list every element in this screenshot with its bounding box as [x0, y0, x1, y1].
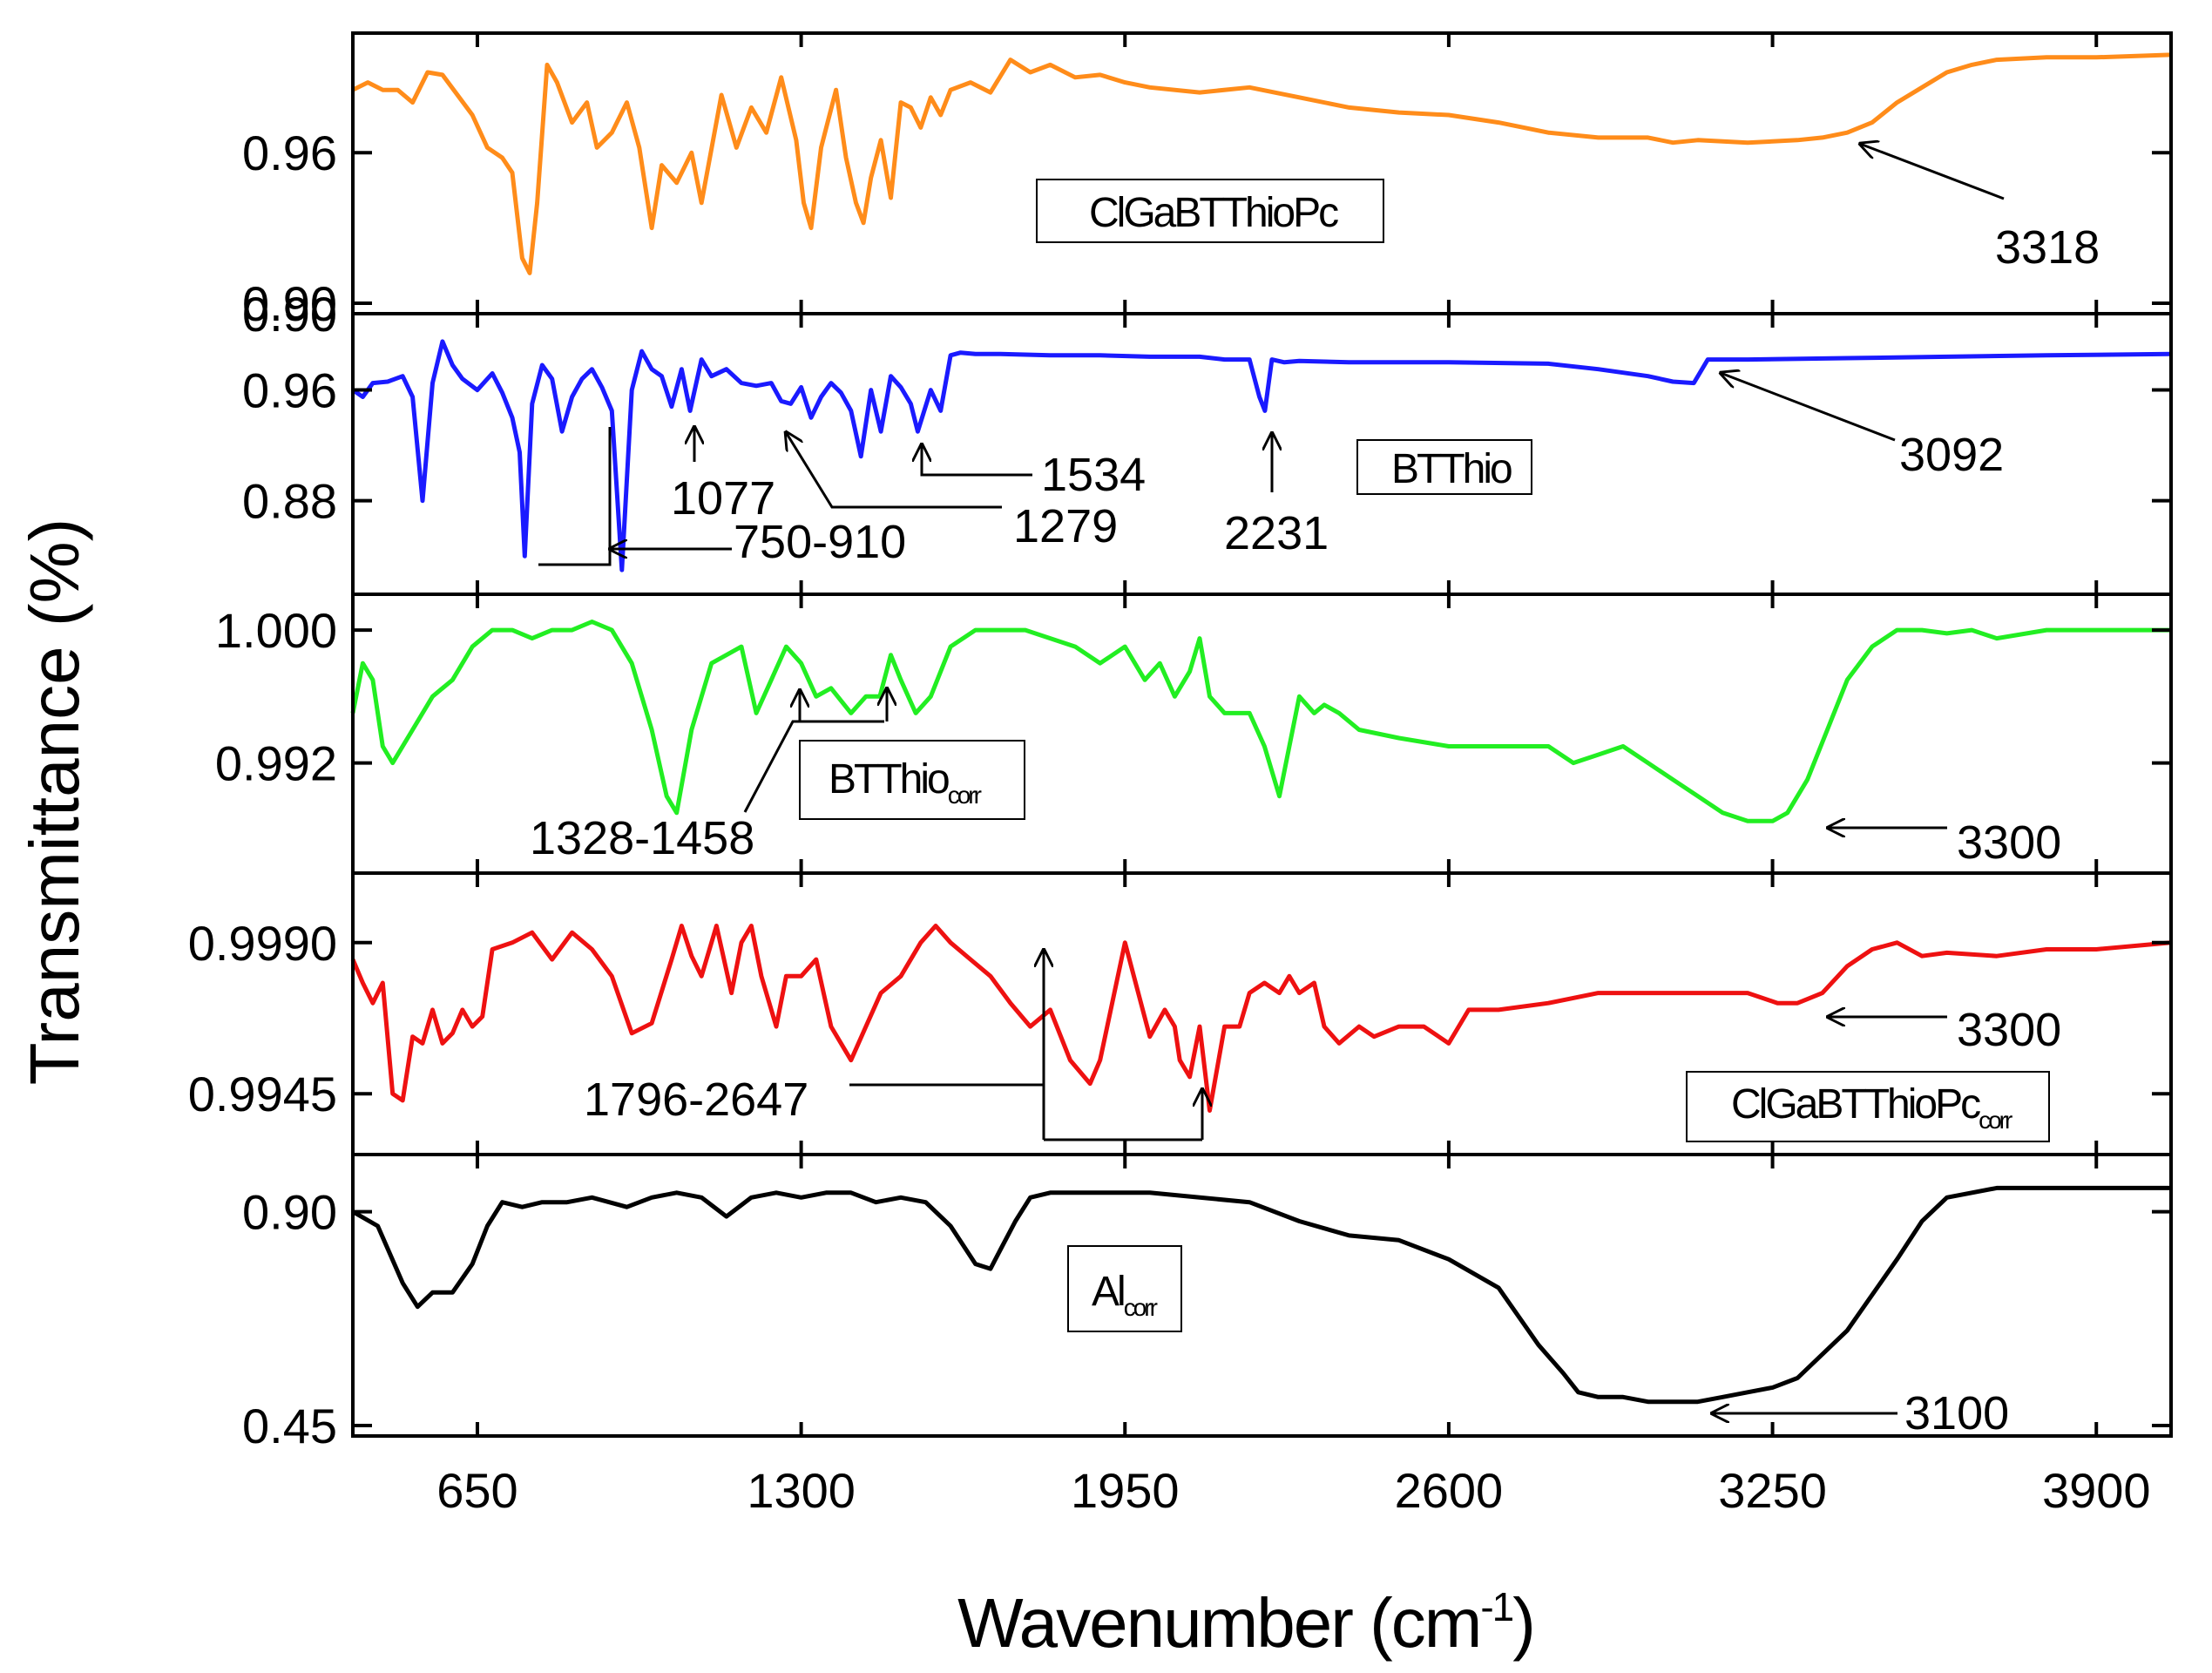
series-line-Al_corr — [351, 1185, 2171, 1405]
annotation-3100: 3100 — [1904, 1387, 2009, 1439]
series-line-ClGaBTThioPc_corr — [350, 924, 2172, 1113]
y-axis-title: Transmittance (%) — [16, 518, 93, 1086]
arrow-1534 — [922, 444, 1032, 477]
annotation-1534: 1534 — [1041, 449, 1146, 501]
annotation-1796-2647: 1796-2647 — [584, 1074, 808, 1126]
y-tick-label: 0.9990 — [188, 916, 337, 971]
arrow-3318 — [1860, 144, 2005, 200]
legend-label-main: BTThio — [1391, 446, 1512, 492]
panel-BTThio: 0.88 0.96 0.90 — [242, 287, 2173, 596]
svg-text:Alcorr: Alcorr — [1092, 1269, 1158, 1321]
y-tick-label: 0.90 — [242, 1185, 337, 1240]
y-tick-label: 0.992 — [215, 736, 337, 791]
y-tick-label: 0.9945 — [188, 1067, 337, 1121]
legend-box-btthio: BTThio — [1356, 439, 1532, 495]
arrow-1279 — [786, 432, 1002, 509]
annotation-3300-red: 3300 — [1957, 1004, 2061, 1056]
legend-label-main: BTThio — [829, 756, 949, 803]
bracket-750-910 — [538, 427, 612, 566]
panels: 0.90 0.96 0.88 0.96 0.90 1.000 0.992 0.9990 0.99… — [188, 31, 2173, 1518]
annotation-3318: 3318 — [1995, 221, 2100, 274]
annotations — [538, 144, 2005, 1413]
y-tick-label: 0.90 — [242, 276, 337, 331]
y-tick-label: 0.90 — [242, 287, 337, 342]
x-axis-title-main: Wavenumber (cm — [957, 1584, 1480, 1662]
y-tick-label: 0.96 — [242, 363, 337, 418]
series-line-BTThio — [351, 339, 2172, 572]
legend-label-sub: corr — [1979, 1107, 2012, 1134]
bracket-1328-1458 — [743, 720, 884, 813]
y-tick-label: 0.88 — [242, 474, 337, 529]
legend-label-main: Al — [1092, 1269, 1124, 1315]
x-tick-label: 650 — [436, 1463, 517, 1518]
y-tick-label: 1.000 — [215, 603, 337, 658]
y-tick-label: 0.96 — [242, 125, 337, 180]
annotation-labels: 3318 1077 750-910 1279 1534 2231 3092 13… — [530, 221, 2100, 1439]
x-axis-title: Wavenumber (cm-1) — [957, 1584, 1534, 1662]
panel-frame — [351, 31, 2173, 315]
svg-text:BTThiocorr: BTThiocorr — [829, 756, 982, 809]
series-line-ClGaBTThioPc — [351, 52, 2172, 275]
annotation-3092: 3092 — [1899, 429, 2004, 481]
legend-box-clgabtthiopc-corr: ClGaBTThioPccorr — [1686, 1071, 2050, 1142]
legend-box-btthio-corr: BTThiocorr — [799, 740, 1025, 820]
panel-BTThio_corr: 1.000 0.992 — [215, 593, 2173, 875]
x-tick-label: 1300 — [747, 1463, 856, 1518]
annotation-1328-1458: 1328-1458 — [530, 812, 754, 864]
annotation-2231: 2231 — [1224, 507, 1329, 559]
annotation-1279: 1279 — [1013, 500, 1118, 552]
legend-label-sub: corr — [1124, 1294, 1158, 1321]
arrow-3092 — [1721, 373, 1896, 442]
annotation-3300-green: 3300 — [1957, 816, 2061, 869]
annotation-1077: 1077 — [671, 472, 775, 525]
x-axis-title-tail: ) — [1512, 1584, 1534, 1662]
panel-Al_corr: 0.90 0.45 — [242, 1153, 2173, 1453]
legend-label-main: ClGaBTThioPc — [1089, 190, 1338, 236]
x-tick-label: 2600 — [1395, 1463, 1504, 1518]
legend-label-main: ClGaBTThioPc — [1731, 1081, 1980, 1128]
x-tick-label: 3900 — [2042, 1463, 2151, 1518]
svg-text:ClGaBTThioPccorr: ClGaBTThioPccorr — [1731, 1081, 2012, 1134]
panel-frame — [351, 1153, 2173, 1438]
series-line-BTThio_corr — [350, 620, 2171, 823]
x-tick-label: 1950 — [1071, 1463, 1180, 1518]
x-axis-title-sup: -1 — [1480, 1584, 1512, 1629]
legend-box-al-corr: Alcorr — [1067, 1245, 1182, 1332]
x-tick-label: 3250 — [1718, 1463, 1827, 1518]
annotation-750-910: 750-910 — [734, 516, 906, 568]
y-tick-label: 0.45 — [242, 1399, 337, 1453]
legend-label-sub: corr — [948, 782, 982, 809]
legend-box-clgabtthiopc: ClGaBTThioPc — [1036, 179, 1384, 243]
svg-text:BTThio: BTThio — [1391, 446, 1512, 492]
svg-text:ClGaBTThioPc: ClGaBTThioPc — [1089, 190, 1338, 236]
